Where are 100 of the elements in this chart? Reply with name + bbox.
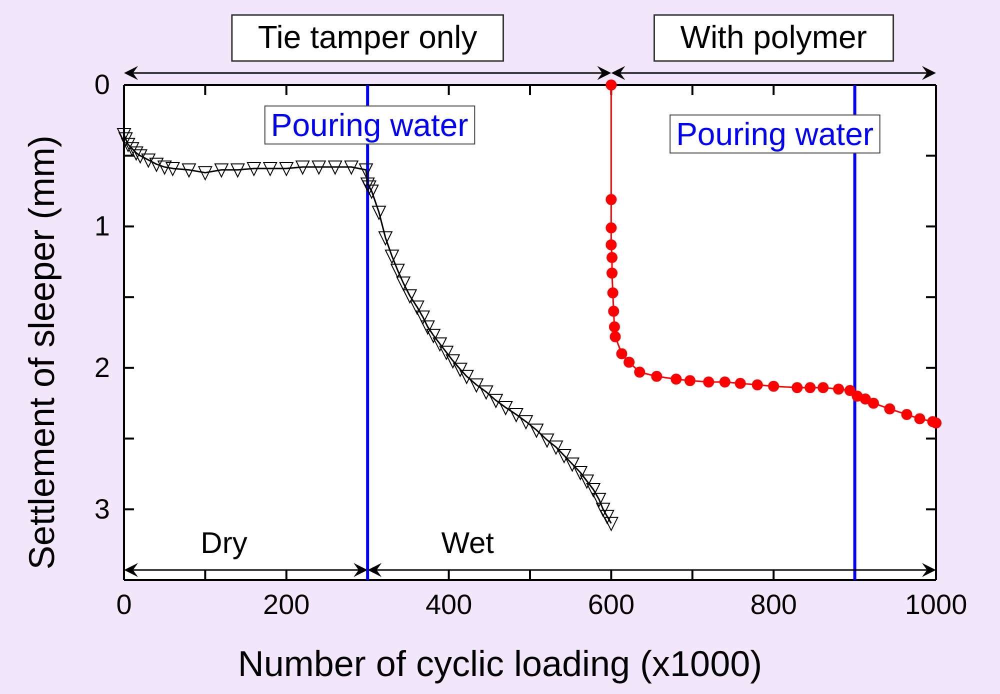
point: [860, 393, 871, 404]
point: [378, 231, 392, 246]
point: [914, 413, 926, 424]
point: [469, 378, 484, 392]
point: [158, 160, 172, 175]
point: [498, 400, 513, 415]
point: [364, 184, 379, 199]
x-tick-label: 400: [425, 588, 472, 620]
point: [634, 366, 646, 378]
point: [768, 380, 780, 392]
point: [901, 409, 912, 420]
point: [279, 162, 294, 176]
point: [804, 382, 816, 394]
point: [606, 268, 618, 279]
point: [479, 385, 494, 400]
point: [460, 370, 474, 384]
point: [604, 516, 618, 531]
point: [133, 149, 148, 164]
text: Tie tamper only: [258, 19, 478, 55]
point: [608, 321, 620, 332]
point: [607, 287, 618, 298]
x-tick-label: 600: [588, 588, 635, 620]
point: [488, 394, 503, 408]
point: [182, 163, 196, 178]
point: [624, 356, 635, 368]
point: [453, 362, 468, 377]
point: [509, 408, 524, 422]
y-tick-label: 2: [94, 352, 110, 383]
x-tick-label: 1000: [904, 588, 968, 620]
point: [540, 433, 554, 448]
point: [390, 264, 405, 278]
point: [818, 382, 829, 394]
point: [362, 180, 376, 194]
point: [592, 492, 606, 507]
point: [565, 458, 580, 472]
point: [432, 337, 447, 352]
point: [573, 466, 588, 480]
point: [670, 374, 682, 385]
point: [651, 370, 662, 382]
point: [752, 379, 763, 390]
point: [608, 306, 620, 317]
point: [384, 250, 399, 264]
annotation: Dry: [200, 527, 248, 560]
point: [396, 276, 410, 290]
point: [610, 331, 621, 342]
point: [246, 162, 261, 176]
x-axis-title: Number of cyclic loading (x1000): [238, 643, 762, 684]
point: [596, 502, 610, 517]
point: [868, 398, 879, 409]
point: [426, 328, 440, 343]
point: [149, 158, 164, 172]
y-axis-title: Settlement of sleeper (mm): [21, 135, 62, 570]
point: [230, 163, 245, 178]
point: [703, 376, 714, 388]
y-tick-label: 3: [94, 493, 110, 524]
point: [734, 378, 746, 389]
ref-line-label: Pouring water: [270, 107, 469, 143]
point: [606, 194, 617, 206]
point: [198, 166, 212, 180]
point: [358, 163, 373, 178]
point: [214, 163, 228, 178]
ref-line-label: Pouring water: [676, 116, 874, 152]
point: [930, 418, 942, 429]
y-tick-label: 1: [94, 210, 110, 242]
point: [410, 300, 424, 315]
point: [344, 160, 358, 175]
point: [884, 403, 896, 414]
point: [296, 160, 310, 175]
point: [586, 482, 600, 497]
point: [117, 128, 131, 142]
point: [121, 138, 136, 152]
point: [263, 162, 278, 176]
point: [372, 206, 386, 220]
point: [580, 474, 594, 488]
point: [844, 384, 856, 396]
annotation: Wet: [441, 527, 495, 560]
x-tick-label: 0: [116, 588, 132, 620]
point: [606, 239, 617, 250]
x-tick-label: 800: [750, 588, 797, 620]
point: [557, 449, 572, 464]
point: [833, 384, 844, 395]
point: [118, 132, 133, 146]
point: [312, 160, 326, 175]
point: [125, 142, 140, 156]
point: [420, 320, 435, 334]
point: [529, 424, 544, 438]
point: [129, 146, 144, 160]
point: [402, 289, 417, 304]
point: [166, 162, 180, 176]
point: [719, 376, 730, 388]
point: [684, 375, 696, 386]
point: [606, 222, 617, 234]
point: [446, 354, 460, 368]
point: [606, 252, 618, 264]
point: [792, 382, 803, 394]
point: [518, 415, 533, 430]
point: [328, 160, 342, 175]
point: [548, 440, 563, 455]
y-tick-label: 0: [94, 68, 110, 100]
point: [439, 346, 454, 360]
